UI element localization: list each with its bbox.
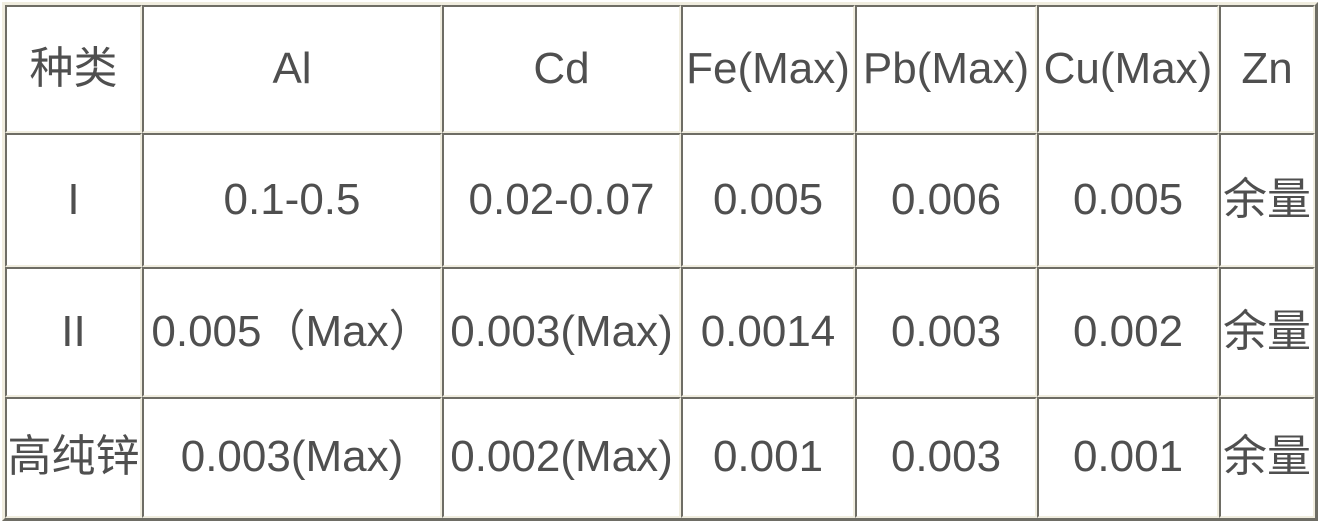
table-cell: 0.003 (855, 397, 1037, 518)
table-cell: 余量 (1219, 133, 1315, 267)
table-cell: 0.003 (855, 267, 1037, 397)
table-cell: 0.005（Max） (142, 267, 442, 397)
table-cell: 0.001 (1037, 397, 1219, 518)
table-cell: 0.003(Max) (142, 397, 442, 518)
header-cell-type: 种类 (5, 5, 142, 133)
header-cell-pb-max: Pb(Max) (855, 5, 1037, 133)
row-label: I (5, 133, 142, 267)
row-label: II (5, 267, 142, 397)
header-cell-cd: Cd (442, 5, 681, 133)
table-cell: 0.002 (1037, 267, 1219, 397)
header-cell-zn: Zn (1219, 5, 1315, 133)
table-cell: 0.0014 (681, 267, 855, 397)
composition-table: 种类 Al Cd Fe(Max) Pb(Max) Cu(Max) Zn I 0.… (2, 2, 1318, 521)
table-cell: 0.1-0.5 (142, 133, 442, 267)
header-row: 种类 Al Cd Fe(Max) Pb(Max) Cu(Max) Zn (5, 5, 1315, 133)
table-row-grade-2: II 0.005（Max） 0.003(Max) 0.0014 0.003 0.… (5, 267, 1315, 397)
table-cell: 0.002(Max) (442, 397, 681, 518)
table-cell: 余量 (1219, 267, 1315, 397)
header-cell-fe-max: Fe(Max) (681, 5, 855, 133)
table-row-high-purity-zinc: 高纯锌 0.003(Max) 0.002(Max) 0.001 0.003 0.… (5, 397, 1315, 518)
table-row-grade-1: I 0.1-0.5 0.02-0.07 0.005 0.006 0.005 余量 (5, 133, 1315, 267)
header-cell-cu-max: Cu(Max) (1037, 5, 1219, 133)
table-cell: 0.02-0.07 (442, 133, 681, 267)
header-cell-al: Al (142, 5, 442, 133)
table-cell: 0.001 (681, 397, 855, 518)
table-cell: 0.005 (1037, 133, 1219, 267)
table-cell: 余量 (1219, 397, 1315, 518)
table-cell: 0.006 (855, 133, 1037, 267)
table-cell: 0.003(Max) (442, 267, 681, 397)
table-cell: 0.005 (681, 133, 855, 267)
row-label: 高纯锌 (5, 397, 142, 518)
